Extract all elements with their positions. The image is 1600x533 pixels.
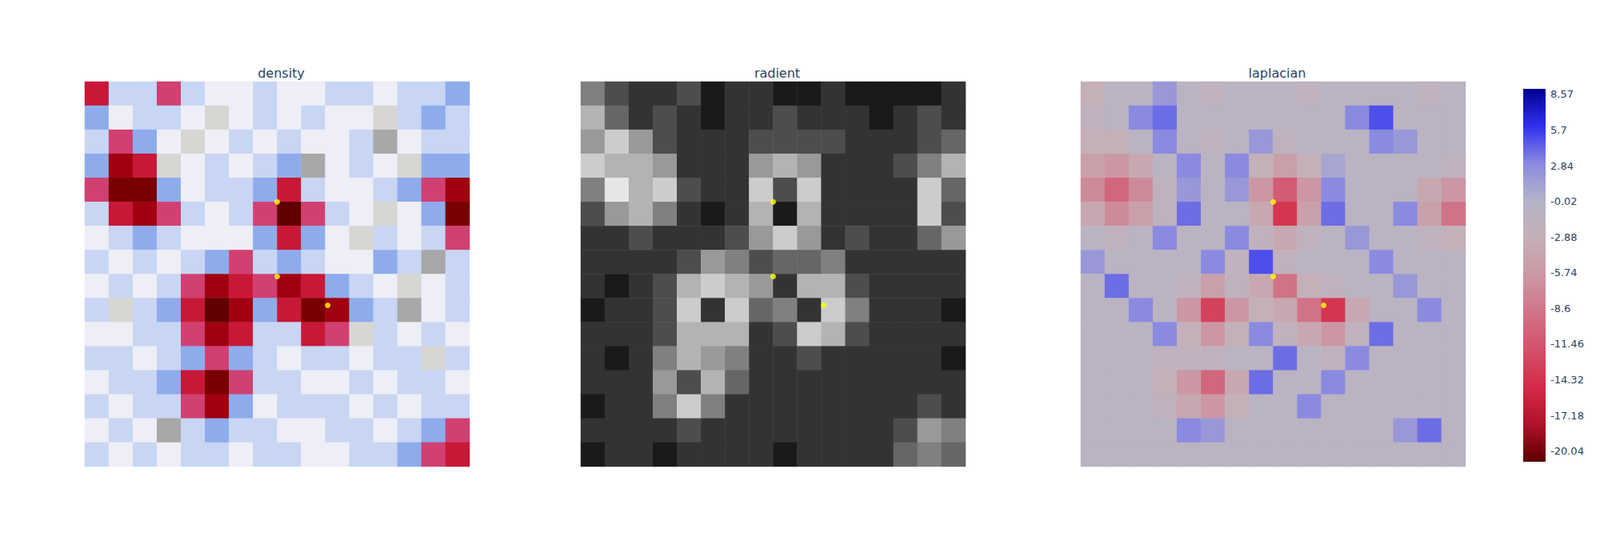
svg-text:radient: radient: [754, 65, 800, 81]
svg-text:2.84: 2.84: [1550, 160, 1574, 172]
svg-text:-20.04: -20.04: [1550, 444, 1584, 457]
svg-text:-17.18: -17.18: [1550, 409, 1584, 422]
svg-text:-2.88: -2.88: [1550, 231, 1578, 244]
svg-text:-14.32: -14.32: [1550, 373, 1584, 386]
svg-text:5.7: 5.7: [1550, 124, 1568, 136]
svg-text:-8.6: -8.6: [1550, 302, 1571, 315]
svg-text:8.57: 8.57: [1550, 88, 1574, 100]
svg-text:-11.46: -11.46: [1550, 337, 1584, 350]
svg-text:-5.74: -5.74: [1550, 266, 1578, 279]
svg-text:laplacian: laplacian: [1248, 65, 1307, 81]
svg-text:-0.02: -0.02: [1550, 195, 1578, 208]
svg-text:density: density: [257, 65, 305, 81]
